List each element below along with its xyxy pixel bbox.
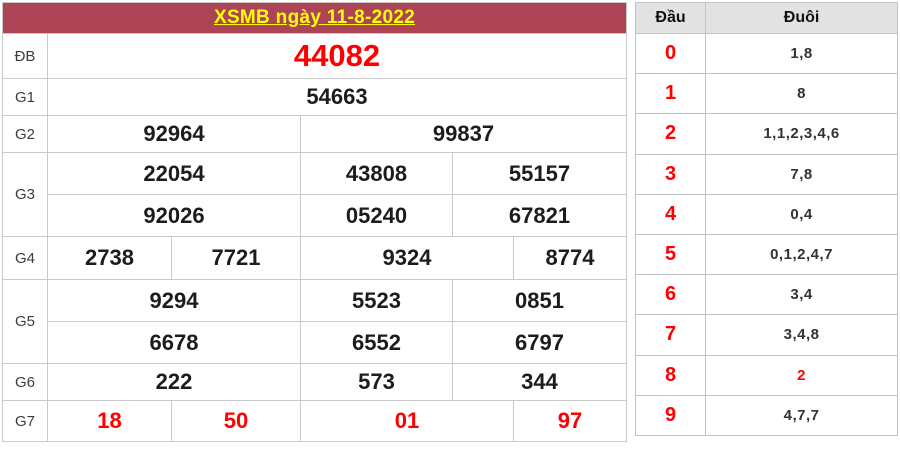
head-tail-header-row: Đầu Đuôi [635,2,899,34]
prize-cell: 9294 [47,279,301,322]
prize-row-db: ĐB 44082 [2,33,628,79]
prize-cell: 18 [47,400,172,442]
prize-cell: 92964 [47,115,301,153]
prize-row-g2: G2 92964 99837 [2,115,628,153]
head-tail-row-4: 4 0,4 [635,193,899,235]
head-tail-table: Đầu Đuôi 0 1,8 1 8 2 1,1,2,3,4,6 3 7,8 4… [635,2,899,436]
row-label-g1: G1 [2,78,48,116]
prize-cell: 97 [512,400,628,442]
prize-cell: 2738 [47,236,172,280]
row-label-g2: G2 [2,115,48,153]
dau-digit: 8 [635,354,707,396]
prize-cell: 7721 [171,236,301,280]
dau-digit: 6 [635,274,707,316]
prize-row-g5a: G5 9294 5523 0851 [2,279,628,364]
prize-row-g1: G1 54663 [2,78,628,116]
prize-cell: 6797 [451,321,628,364]
duoi-digits: 0,1,2,4,7 [705,233,899,276]
prize-cell: 50 [171,400,301,442]
prize-row-g3a: G3 22054 43808 55157 [2,152,628,237]
row-label-g7: G7 [2,400,48,442]
prize-cell: 05240 [300,194,453,237]
duoi-digits: 7,8 [705,153,899,195]
row-label-g6: G6 [2,363,48,401]
prize-cell: 55157 [451,152,628,195]
dau-digit: 5 [635,233,707,276]
prize-cell: 22054 [47,152,301,195]
prize-row-g3b: 92026 05240 67821 [3,194,628,237]
row-label-g5: G5 [2,279,48,364]
head-tail-row-8: 8 2 [635,354,899,396]
prize-cell: 8774 [512,236,628,280]
prize-cell: 6552 [300,321,453,364]
prize-cell: 344 [451,363,628,401]
row-label-g4: G4 [2,236,48,280]
duoi-digits: 1,1,2,3,4,6 [705,113,899,155]
prize-cell: 573 [300,363,453,401]
prize-cell: 5523 [300,279,453,322]
head-tail-row-1: 1 8 [635,73,899,115]
row-label-db: ĐB [2,33,48,79]
duoi-digits: 8 [705,73,899,115]
dau-digit: 2 [635,113,707,155]
prize-cell: 0851 [451,279,628,322]
prize-row-g7: G7 18 50 01 97 [2,400,628,442]
duoi-digits: 0,4 [705,193,899,235]
prize-cell: 222 [47,363,301,401]
duoi-digits: 3,4,8 [705,314,899,356]
dau-digit: 0 [635,32,707,75]
prize-cell-db: 44082 [46,33,628,79]
prize-cell: 54663 [46,78,628,116]
row-label-g3: G3 [2,152,48,237]
dau-digit: 9 [635,394,707,436]
prize-cell: 43808 [300,152,453,195]
prize-cell: 67821 [451,194,628,237]
duoi-digits: 4,7,7 [705,394,899,436]
head-tail-row-6: 6 3,4 [635,274,899,316]
head-tail-row-7: 7 3,4,8 [635,314,899,356]
head-tail-row-2: 2 1,1,2,3,4,6 [635,113,899,155]
head-tail-row-3: 3 7,8 [635,153,899,195]
head-tail-row-5: 5 0,1,2,4,7 [635,233,899,276]
prize-row-g5b: 6678 6552 6797 [3,321,628,364]
title-bar: XSMB ngày 11-8-2022 [1,2,628,34]
head-tail-row-0: 0 1,8 [635,32,899,75]
duoi-digits: 3,4 [705,274,899,316]
prize-cell: 92026 [47,194,301,237]
prize-table: XSMB ngày 11-8-2022 ĐB 44082 G1 54663 G2… [1,2,628,442]
duoi-digits-highlighted: 2 [705,354,899,396]
dau-digit: 4 [635,193,707,235]
prize-cell: 99837 [299,115,628,153]
dau-digit: 7 [635,314,707,356]
dau-column-header: Đầu [635,2,707,34]
head-tail-row-9: 9 4,7,7 [635,394,899,436]
dau-digit: 3 [635,153,707,195]
prize-cell: 6678 [47,321,301,364]
title-row: XSMB ngày 11-8-2022 [1,2,628,34]
dau-digit: 1 [635,73,707,115]
title-link[interactable]: XSMB ngày 11-8-2022 [213,7,416,28]
prize-cell: 9324 [300,236,514,280]
prize-row-g4: G4 2738 7721 9324 8774 [2,236,628,280]
duoi-digits: 1,8 [705,32,899,75]
prize-cell: 01 [300,400,514,442]
prize-row-g6: G6 222 573 344 [2,363,628,401]
duoi-column-header: Đuôi [705,2,899,34]
